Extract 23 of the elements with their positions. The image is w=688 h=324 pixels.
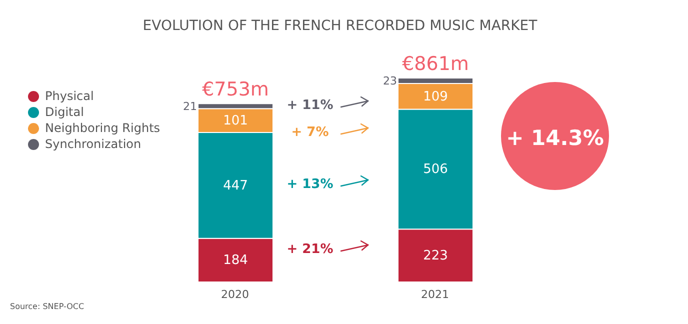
data-label: 109	[423, 89, 448, 104]
data-label: 506	[423, 162, 448, 178]
data-label: 101	[223, 114, 248, 129]
x-tick-label: 2021	[421, 288, 449, 301]
data-label: 23	[383, 74, 397, 88]
total-label: €753m	[202, 78, 269, 101]
annotation: + 14.3%	[506, 126, 604, 150]
data-label: 184	[223, 253, 248, 268]
source-note: Source: SNEP-OCC	[10, 302, 84, 311]
legend-label: Digital	[45, 104, 84, 120]
annotation: + 11%	[286, 98, 334, 113]
annotation: + 21%	[286, 242, 334, 257]
chart-title: EVOLUTION OF THE FRENCH RECORDED MUSIC MARKET	[142, 18, 538, 34]
data-label: 223	[423, 248, 448, 264]
legend-label: Synchronization	[45, 136, 142, 152]
annotation: + 13%	[286, 177, 334, 192]
data-label: 21	[183, 100, 197, 114]
data-label: 447	[223, 178, 248, 194]
legend-label: Physical	[45, 88, 94, 104]
annotation: + 7%	[291, 125, 329, 140]
legend-label: Neighboring Rights	[45, 120, 160, 136]
total-label: €861m	[402, 53, 469, 75]
x-tick-label: 2020	[221, 288, 249, 301]
